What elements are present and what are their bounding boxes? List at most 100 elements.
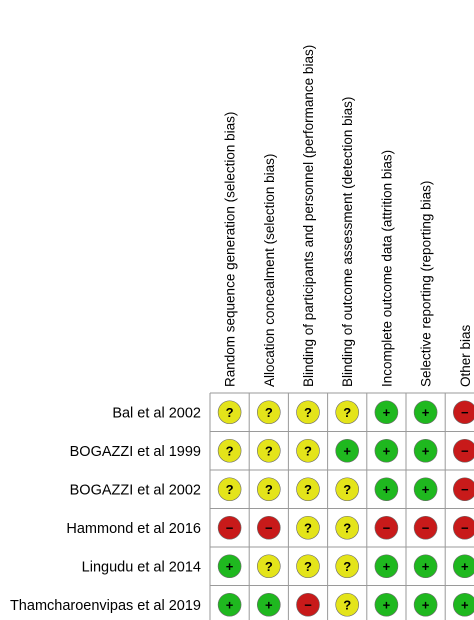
- judgement-high: −: [413, 515, 438, 540]
- domain-label: Blinding of outcome assessment (detectio…: [340, 97, 355, 387]
- judgement-unclear: ?: [296, 554, 320, 579]
- judgement-low: +: [413, 554, 438, 579]
- study-label: BOGAZZI et al 2002: [70, 482, 201, 498]
- judgement-unclear: ?: [217, 400, 242, 425]
- judgement-symbol: ?: [304, 559, 312, 574]
- judgement-symbol: +: [383, 482, 391, 497]
- judgement-unclear: ?: [335, 515, 360, 540]
- judgement-circle: [217, 477, 242, 502]
- judgement-symbol: ?: [265, 443, 273, 458]
- judgement-circle: [335, 438, 360, 463]
- judgement-symbol: +: [265, 597, 273, 612]
- judgement-unclear: ?: [296, 515, 320, 540]
- judgement-symbol: +: [422, 559, 430, 574]
- judgement-symbol: +: [422, 482, 430, 497]
- study-label: Bal et al 2002: [112, 405, 201, 421]
- judgement-circle: [335, 554, 360, 579]
- judgement-symbol: −: [422, 520, 430, 535]
- judgement-circle: [296, 400, 320, 425]
- judgement-cells: ???? + + −??? + + + −???? + + − − −?? − − − +??? + + + + + −? +…: [217, 400, 474, 617]
- domain-label: Selective reporting (reporting bias): [419, 181, 434, 387]
- judgement-symbol: −: [304, 597, 312, 612]
- judgement-circle: [335, 477, 360, 502]
- judgement-low: +: [413, 477, 438, 502]
- judgement-circle: [217, 400, 242, 425]
- judgement-circle: [374, 477, 399, 502]
- judgement-symbol: ?: [226, 482, 234, 497]
- judgement-symbol: −: [383, 520, 391, 535]
- judgement-symbol: −: [265, 520, 273, 535]
- judgement-circle: [453, 515, 474, 540]
- judgement-circle: [335, 592, 360, 617]
- judgement-symbol: +: [383, 443, 391, 458]
- judgement-symbol: ?: [226, 443, 234, 458]
- judgement-symbol: ?: [343, 597, 351, 612]
- domain-labels: Random sequence generation (selection bi…: [223, 45, 473, 387]
- judgement-circle: [217, 438, 242, 463]
- judgement-high: −: [256, 515, 281, 540]
- judgement-low: +: [413, 438, 438, 463]
- judgement-circle: [374, 592, 399, 617]
- judgement-unclear: ?: [335, 477, 360, 502]
- judgement-unclear: ?: [296, 400, 320, 425]
- judgement-high: −: [296, 592, 320, 617]
- judgement-symbol: ?: [265, 482, 273, 497]
- judgement-unclear: ?: [256, 554, 281, 579]
- judgement-circle: [335, 400, 360, 425]
- judgement-circle: [374, 438, 399, 463]
- judgement-circle: [413, 515, 438, 540]
- judgement-symbol: +: [422, 443, 430, 458]
- judgement-symbol: +: [422, 405, 430, 420]
- judgement-low: +: [374, 592, 399, 617]
- judgement-circle: [256, 438, 281, 463]
- judgement-symbol: −: [461, 482, 469, 497]
- judgement-circle: [256, 477, 281, 502]
- judgement-symbol: +: [343, 443, 351, 458]
- study-label: Thamcharoenvipas et al 2019: [10, 598, 201, 614]
- judgement-circle: [453, 477, 474, 502]
- judgement-symbol: −: [226, 520, 234, 535]
- judgement-symbol: −: [461, 443, 469, 458]
- study-label: BOGAZZI et al 1999: [70, 444, 201, 460]
- judgement-circle: [296, 592, 320, 617]
- judgement-high: −: [453, 477, 474, 502]
- judgement-unclear: ?: [256, 400, 281, 425]
- judgement-low: +: [374, 477, 399, 502]
- judgement-symbol: +: [226, 559, 234, 574]
- judgement-unclear: ?: [296, 477, 320, 502]
- domain-label: Allocation concealment (selection bias): [262, 154, 277, 387]
- judgement-low: +: [413, 592, 438, 617]
- judgement-circle: [453, 592, 474, 617]
- judgement-symbol: ?: [304, 405, 312, 420]
- judgement-low: +: [256, 592, 281, 617]
- judgement-symbol: ?: [304, 443, 312, 458]
- judgement-circle: [335, 515, 360, 540]
- study-label: Hammond et al 2016: [66, 521, 201, 537]
- judgement-unclear: ?: [256, 477, 281, 502]
- judgement-circle: [413, 438, 438, 463]
- judgement-unclear: ?: [296, 438, 320, 463]
- domain-label: Other bias: [458, 324, 473, 387]
- judgement-low: +: [374, 554, 399, 579]
- judgement-circle: [413, 554, 438, 579]
- judgement-circle: [374, 515, 399, 540]
- judgement-symbol: ?: [304, 482, 312, 497]
- judgement-low: +: [335, 438, 360, 463]
- judgement-low: +: [453, 592, 474, 617]
- judgement-symbol: +: [383, 559, 391, 574]
- judgement-low: +: [413, 400, 438, 425]
- judgement-circle: [256, 515, 281, 540]
- judgement-circle: [296, 554, 320, 579]
- judgement-unclear: ?: [256, 438, 281, 463]
- judgement-circle: [217, 554, 242, 579]
- judgement-symbol: ?: [343, 482, 351, 497]
- judgement-circle: [453, 438, 474, 463]
- judgement-high: −: [453, 438, 474, 463]
- judgement-circle: [413, 477, 438, 502]
- judgement-circle: [296, 477, 320, 502]
- judgement-symbol: +: [461, 597, 469, 612]
- judgement-circle: [217, 515, 242, 540]
- judgement-circle: [453, 400, 474, 425]
- judgement-symbol: −: [461, 405, 469, 420]
- study-labels: Bal et al 2002 BOGAZZI et al 1999 BOGAZZI …: [10, 405, 201, 614]
